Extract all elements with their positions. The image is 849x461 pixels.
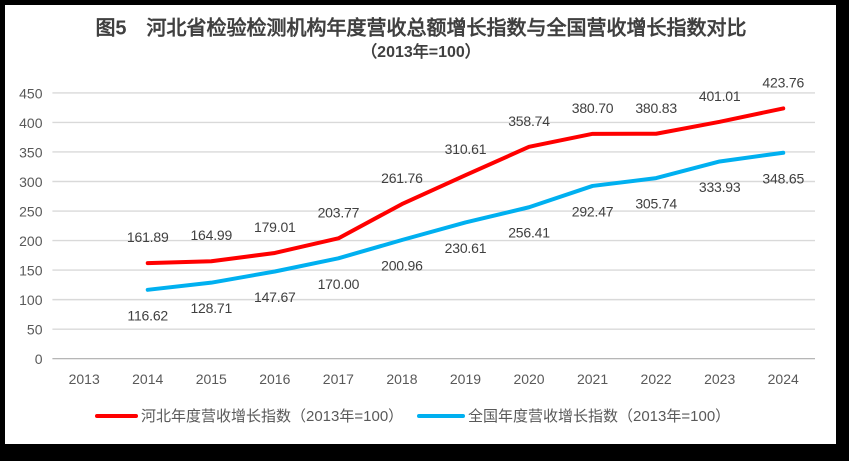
data-label: 292.47 (572, 203, 614, 219)
x-tick-label: 2022 (641, 371, 672, 387)
x-tick-label: 2018 (386, 371, 417, 387)
data-label: 200.96 (381, 257, 423, 273)
x-tick-label: 2014 (132, 371, 163, 387)
legend: 河北年度营收增长指数（2013年=100） 全国年度营收增长指数（2013年=1… (95, 407, 730, 425)
chart-background (5, 5, 836, 444)
y-tick-label: 250 (19, 204, 43, 220)
y-tick-label: 450 (19, 85, 43, 101)
x-tick-label: 2017 (323, 371, 354, 387)
data-label: 164.99 (190, 227, 232, 243)
data-label: 305.74 (635, 196, 677, 212)
y-tick-label: 350 (19, 144, 43, 160)
x-tick-label: 2013 (69, 371, 100, 387)
data-label: 147.67 (254, 289, 296, 305)
y-tick-label: 0 (35, 351, 43, 367)
y-tick-label: 200 (19, 233, 43, 249)
data-label: 116.62 (127, 307, 168, 323)
data-label: 256.41 (508, 225, 550, 241)
y-tick-label: 100 (19, 292, 43, 308)
data-label: 230.61 (445, 240, 487, 256)
gridlines-group (52, 92, 815, 360)
data-label: 380.83 (635, 100, 677, 116)
chart-subtitle: （2013年=100） (361, 42, 481, 61)
x-tick-label: 2015 (196, 371, 227, 387)
data-label: 401.01 (699, 88, 741, 104)
y-tick-label: 300 (19, 174, 43, 190)
x-tick-label: 2016 (259, 371, 290, 387)
series-lines-group (145, 106, 786, 292)
data-label: 310.61 (445, 141, 487, 157)
x-tick-label: 2021 (577, 371, 608, 387)
x-tick-label: 2024 (768, 371, 799, 387)
data-label: 348.65 (762, 170, 804, 186)
series-line-0 (145, 106, 786, 266)
legend-label-hebei: 河北年度营收增长指数（2013年=100） (141, 408, 403, 425)
x-tick-label: 2019 (450, 371, 481, 387)
data-label: 179.01 (254, 219, 296, 235)
legend-label-national: 全国年度营收增长指数（2013年=100） (468, 407, 730, 425)
data-label: 128.71 (190, 300, 232, 316)
data-label: 380.70 (572, 100, 614, 116)
data-label: 170.00 (318, 276, 360, 292)
y-tick-label: 50 (27, 322, 43, 338)
y-axis-labels-group: 0 50 100 150 200 250 300 350 400 450 (19, 85, 43, 367)
data-label: 161.89 (127, 229, 169, 245)
x-tick-label: 2023 (704, 371, 735, 387)
data-labels-group: 161.89 164.99 179.01 203.77 261.76 310.61 358.… (127, 74, 805, 323)
x-tick-label: 2020 (513, 371, 544, 387)
data-label: 358.74 (508, 113, 550, 129)
data-label: 203.77 (318, 204, 360, 220)
chart-title: 图5 河北省检验检测机构年度营收总额增长指数与全国营收增长指数对比 (95, 16, 746, 40)
y-tick-label: 150 (19, 263, 43, 279)
x-axis-labels-group: 2013 2014 2015 2016 2017 2018 2019 2020 2021 2022… (69, 371, 799, 387)
series-line-1 (145, 150, 786, 292)
data-label: 261.76 (381, 170, 423, 186)
data-label: 423.76 (762, 74, 804, 90)
y-tick-label: 400 (19, 115, 43, 131)
data-label: 333.93 (699, 179, 741, 195)
